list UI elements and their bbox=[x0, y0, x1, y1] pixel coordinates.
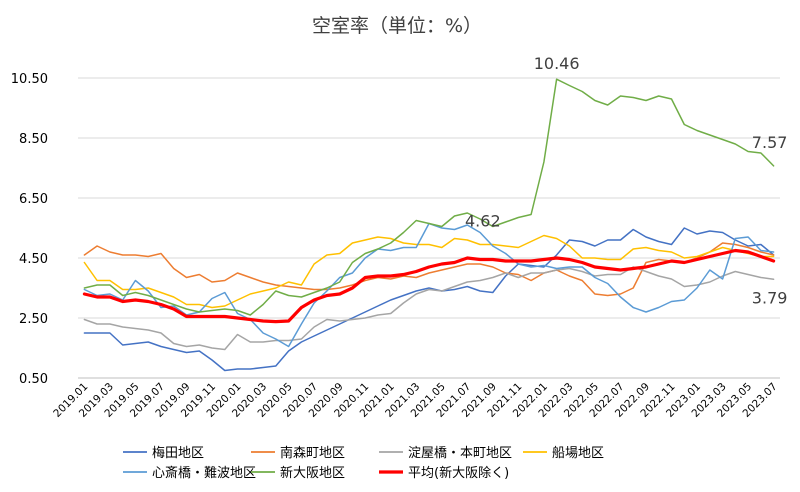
legend-label: 梅田地区 bbox=[152, 446, 204, 461]
data-annotations: 10.46 7.57 4.62 3.79 bbox=[465, 54, 787, 307]
y-tick-label: 10.50 bbox=[11, 72, 48, 87]
y-tick-label: 8.50 bbox=[19, 132, 48, 147]
series-line bbox=[83, 78, 775, 316]
series-line bbox=[83, 242, 775, 297]
grid-lines bbox=[78, 77, 780, 379]
y-tick-label: 2.50 bbox=[19, 312, 48, 327]
legend-label: 船場地区 bbox=[552, 446, 604, 461]
legend-label: 南森町地区 bbox=[280, 445, 345, 461]
series-line bbox=[83, 234, 775, 309]
y-tick-label: 0.50 bbox=[19, 372, 48, 387]
y-tick-label: 6.50 bbox=[19, 192, 48, 207]
legend-label: 心斎橋・難波地区 bbox=[152, 465, 256, 481]
legend-label: 平均(新大阪除く) bbox=[408, 465, 509, 481]
y-tick-label: 4.50 bbox=[19, 252, 48, 267]
data-label: 10.46 bbox=[534, 54, 580, 73]
legend-label: 淀屋橋・本町地区 bbox=[408, 446, 512, 461]
x-axis-ticks: 2019.012019.032019.052019.072019.092019.… bbox=[51, 381, 779, 420]
series-lines bbox=[82, 78, 776, 372]
chart-title: 空室率（単位：%） bbox=[312, 15, 482, 37]
data-label: 3.79 bbox=[752, 288, 788, 307]
data-label: 7.57 bbox=[752, 133, 788, 152]
series-line bbox=[83, 222, 775, 348]
series-line bbox=[83, 266, 775, 351]
series-line bbox=[82, 248, 776, 324]
series-line bbox=[83, 227, 775, 372]
legend-label: 新大阪地区 bbox=[280, 465, 345, 481]
y-axis-ticks: 0.50 2.50 4.50 6.50 8.50 10.50 bbox=[11, 72, 48, 387]
data-label: 4.62 bbox=[465, 211, 501, 230]
